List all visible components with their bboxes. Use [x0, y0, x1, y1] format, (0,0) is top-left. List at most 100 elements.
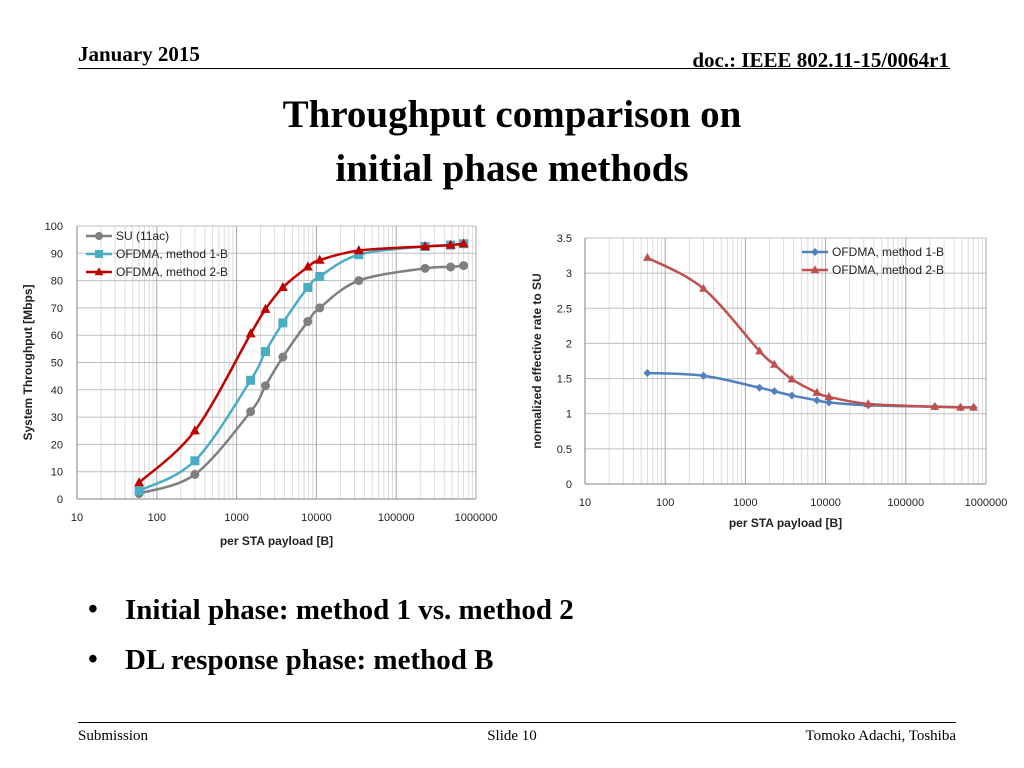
legend-label: OFDMA, method 2-B: [116, 265, 228, 279]
y-tick-label: 80: [51, 276, 63, 288]
y-axis-label: normalized effective rate to SU: [530, 273, 544, 448]
data-point: [755, 346, 764, 355]
bullet-text: DL response phase: method B: [125, 643, 494, 676]
data-point: [956, 402, 965, 411]
legend-label: OFDMA, method 1-B: [832, 245, 944, 259]
bullet-item: • Initial phase: method 1 vs. method 2: [88, 585, 574, 635]
data-point: [969, 402, 978, 411]
data-point: [354, 250, 364, 260]
footer-slide-number: Slide 10: [487, 728, 537, 744]
data-point: [787, 391, 796, 400]
data-point: [812, 396, 821, 405]
data-point: [863, 399, 873, 408]
data-point: [812, 387, 822, 396]
data-point: [314, 254, 325, 264]
data-point: [787, 374, 797, 383]
y-tick-label: 0.5: [557, 444, 572, 456]
data-point: [190, 456, 200, 466]
data-point: [278, 352, 288, 362]
data-point: [755, 383, 764, 392]
data-point: [134, 486, 144, 496]
x-tick-label: 1000: [224, 512, 248, 524]
data-point: [190, 469, 200, 479]
data-point: [303, 282, 313, 292]
legend-label: SU (11ac): [116, 229, 169, 243]
y-tick-label: 10: [51, 467, 63, 479]
y-tick-label: 40: [51, 385, 63, 397]
data-point: [277, 282, 288, 292]
y-tick-label: 70: [51, 303, 63, 315]
data-point: [189, 425, 200, 435]
data-point: [246, 375, 256, 385]
series-line: [138, 242, 464, 484]
y-tick-label: 3.5: [557, 233, 572, 245]
y-tick-label: 1.5: [557, 374, 572, 386]
x-axis-label: per STA payload [B]: [220, 534, 333, 548]
x-tick-label: 10: [71, 512, 83, 524]
x-tick-label: 1000000: [965, 497, 1008, 509]
data-point: [260, 381, 270, 391]
throughput-plot: 0 10 20 30 40 50 60 70 80 90 100 10 100 1000 10000 1000…: [21, 221, 497, 548]
data-point: [699, 371, 708, 380]
series-line: [646, 256, 974, 409]
normalized-rate-plot: 0 0.5 1 1.5 2 2.5 3 3.5 10 100 1000 10000 100000 1000…: [530, 233, 1007, 530]
x-tick-label: 10: [579, 497, 591, 509]
series-line: [138, 264, 464, 495]
x-tick-label: 10000: [301, 512, 332, 524]
x-tick-label: 100: [148, 512, 166, 524]
data-point: [245, 328, 256, 338]
data-point: [770, 387, 779, 396]
data-point: [446, 262, 456, 272]
data-point: [930, 401, 940, 410]
data-point: [458, 238, 469, 248]
series-ofdma-method-2-b: [643, 252, 978, 411]
data-point: [824, 398, 833, 407]
y-tick-label: 2.5: [557, 303, 572, 315]
x-tick-label: 1000: [733, 497, 757, 509]
legend-label: OFDMA, method 1-B: [116, 247, 228, 261]
y-tick-label: 2: [566, 338, 572, 350]
slide-title-line-2: initial phase methods: [335, 147, 689, 190]
header-rule: [78, 68, 950, 69]
legend-swatch-marker: [95, 250, 103, 258]
bullet-dot: •: [88, 644, 98, 675]
footer-rule: [78, 722, 956, 723]
y-tick-label: 100: [45, 221, 63, 233]
data-point: [824, 392, 834, 401]
series-ofdma-method-2-b: [134, 238, 469, 487]
legend-swatch-marker: [95, 232, 103, 240]
y-tick-label: 0: [57, 494, 63, 506]
y-tick-label: 90: [51, 248, 63, 260]
data-point: [354, 276, 364, 286]
data-point: [303, 317, 313, 327]
x-axis-label: per STA payload [B]: [729, 516, 842, 530]
x-tick-label: 10000: [810, 497, 841, 509]
legend-label: OFDMA, method 2-B: [832, 263, 944, 277]
data-point: [315, 272, 325, 282]
data-point: [302, 261, 313, 271]
y-tick-label: 60: [51, 330, 63, 342]
x-tick-label: 1000000: [455, 512, 498, 524]
x-tick-label: 100: [656, 497, 674, 509]
header-date: January 2015: [78, 42, 200, 66]
data-point: [134, 477, 145, 487]
y-tick-label: 30: [51, 412, 63, 424]
data-point: [420, 263, 430, 273]
y-tick-label: 20: [51, 439, 63, 451]
y-axis-label: System Throughput [Mbps]: [21, 285, 35, 441]
footer-submission: Submission: [78, 728, 149, 744]
slide-title-line-1: Throughput comparison on: [282, 93, 742, 136]
bullet-list: • Initial phase: method 1 vs. method 2 •…: [88, 585, 574, 685]
data-point: [278, 318, 288, 328]
data-point: [420, 241, 431, 251]
legend-swatch-marker: [810, 265, 820, 274]
y-tick-label: 1: [566, 409, 572, 421]
data-point: [353, 245, 364, 255]
data-point: [260, 303, 271, 313]
bullet-item: • DL response phase: method B: [88, 635, 574, 685]
footer-author: Tomoko Adachi, Toshiba: [805, 728, 956, 744]
data-point: [643, 252, 652, 261]
slide-title: Throughput comparison on initial phase m…: [0, 88, 1024, 196]
data-point: [445, 239, 456, 249]
